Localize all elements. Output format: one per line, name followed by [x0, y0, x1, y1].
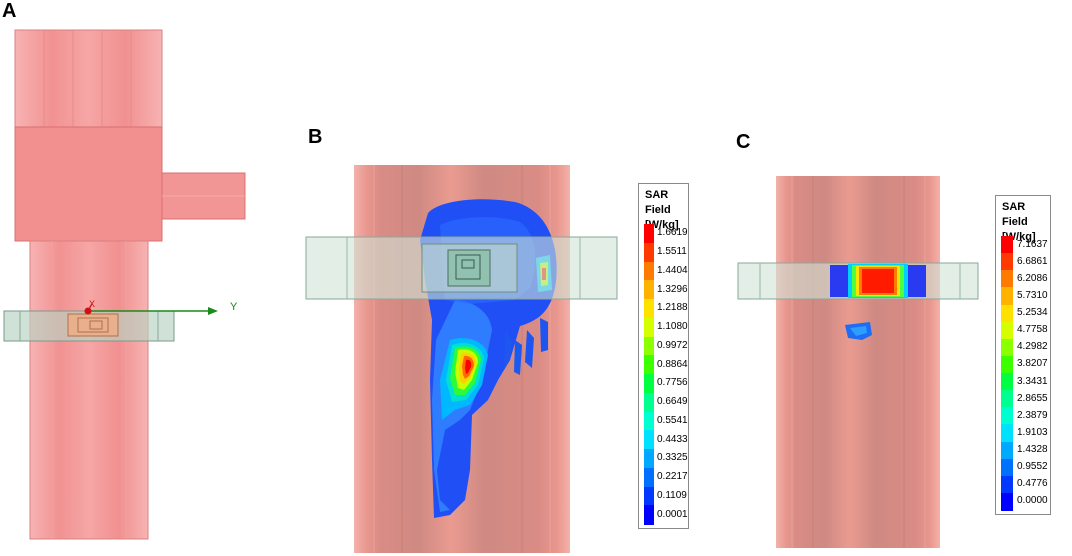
phantom-box — [14, 126, 163, 242]
color-legend-b: SAR Field [W/kg] 1.6619 1.5511 1.4404 1.329… — [638, 183, 689, 529]
legend-value: 4.7758 — [1017, 324, 1048, 336]
legend-value: 0.0000 — [1017, 495, 1048, 507]
legend-c-title: SAR Field [W/kg] — [1002, 201, 1036, 243]
legend-swatch — [1001, 424, 1013, 442]
legend-swatch — [1001, 338, 1013, 357]
legend-value: 1.2188 — [657, 302, 688, 314]
panel-label-b: B — [308, 126, 323, 148]
legend-swatch — [644, 299, 654, 319]
legend-swatch — [644, 486, 654, 506]
axis-label-y: Y — [230, 301, 238, 313]
legend-swatch — [1001, 236, 1013, 254]
legend-swatch — [644, 505, 654, 525]
legend-swatch — [1001, 253, 1013, 271]
legend-value: 3.3431 — [1017, 375, 1048, 387]
axis-label-x: X — [89, 299, 95, 309]
legend-swatch — [1001, 355, 1013, 374]
legend-swatch — [644, 261, 654, 281]
legend-b-title: SAR Field [W/kg] — [645, 189, 679, 231]
panel-label-a: A — [2, 0, 17, 22]
legend-value: 0.1109 — [657, 489, 687, 501]
phantom-cylinder-c — [776, 176, 940, 548]
legend-swatch — [1001, 373, 1013, 391]
panel-b-model — [305, 165, 618, 553]
legend-swatch — [1001, 270, 1013, 288]
legend-value: 4.2982 — [1017, 341, 1048, 353]
legend-value: 0.5541 — [657, 414, 688, 426]
legend-value: 7.1637 — [1017, 238, 1048, 250]
sar-distribution-c — [830, 264, 926, 340]
legend-swatch — [1001, 492, 1013, 511]
legend-swatch — [644, 392, 654, 412]
legend-swatch — [644, 411, 654, 431]
legend-value: 5.2534 — [1017, 307, 1048, 319]
legend-value: 0.9552 — [1017, 461, 1048, 473]
legend-swatch — [644, 467, 654, 487]
legend-swatch — [1001, 475, 1013, 494]
legend-value: 0.7756 — [657, 377, 688, 389]
legend-value: 2.8655 — [1017, 392, 1048, 404]
legend-value: 0.2217 — [657, 471, 688, 483]
legend-swatch — [644, 317, 654, 337]
legend-value: 6.6861 — [1017, 255, 1048, 267]
legend-value: 1.6619 — [657, 227, 688, 239]
legend-value: 3.8207 — [1017, 358, 1048, 370]
panel-a-model — [3, 29, 246, 540]
legend-swatch — [644, 336, 654, 356]
legend-value: 0.3325 — [657, 452, 688, 464]
legend-swatch — [644, 449, 654, 469]
color-legend-c: SAR Field [W/kg] 7.1637 6.6861 6.2086 5.731… — [995, 195, 1051, 515]
panel-c-model — [737, 176, 979, 548]
legend-value: 0.0001 — [657, 508, 688, 520]
legend-swatch — [644, 242, 654, 262]
legend-value: 1.3296 — [657, 283, 688, 295]
legend-value: 2.3879 — [1017, 409, 1048, 421]
legend-swatch — [1001, 407, 1013, 425]
legend-value: 1.1080 — [657, 321, 688, 333]
legend-swatch — [1001, 287, 1013, 305]
legend-value: 0.9972 — [657, 339, 688, 351]
legend-value: 0.4433 — [657, 433, 688, 445]
legend-value: 6.2086 — [1017, 272, 1048, 284]
legend-swatch — [644, 430, 654, 450]
legend-swatch — [1001, 390, 1013, 408]
legend-value: 0.4776 — [1017, 478, 1048, 490]
phantom-top-cylinder — [14, 29, 163, 129]
legend-value: 1.4404 — [657, 264, 688, 276]
legend-value: 0.6649 — [657, 396, 688, 408]
legend-value: 1.5511 — [657, 246, 687, 258]
legend-value: 1.9103 — [1017, 426, 1048, 438]
legend-swatch — [1001, 458, 1013, 477]
panel-label-c: C — [736, 131, 751, 153]
phantom-lower-cylinder — [29, 240, 149, 540]
legend-swatch — [644, 224, 654, 244]
legend-swatch — [644, 280, 654, 300]
legend-swatch — [644, 374, 654, 394]
legend-swatch — [1001, 441, 1013, 460]
antenna-device-a — [67, 313, 119, 337]
legend-value: 1.4328 — [1017, 444, 1048, 456]
legend-swatch — [1001, 321, 1013, 340]
legend-swatch — [1001, 304, 1013, 323]
legend-swatch — [644, 355, 654, 375]
legend-value: 5.7310 — [1017, 289, 1048, 301]
legend-value: 0.8864 — [657, 358, 688, 370]
